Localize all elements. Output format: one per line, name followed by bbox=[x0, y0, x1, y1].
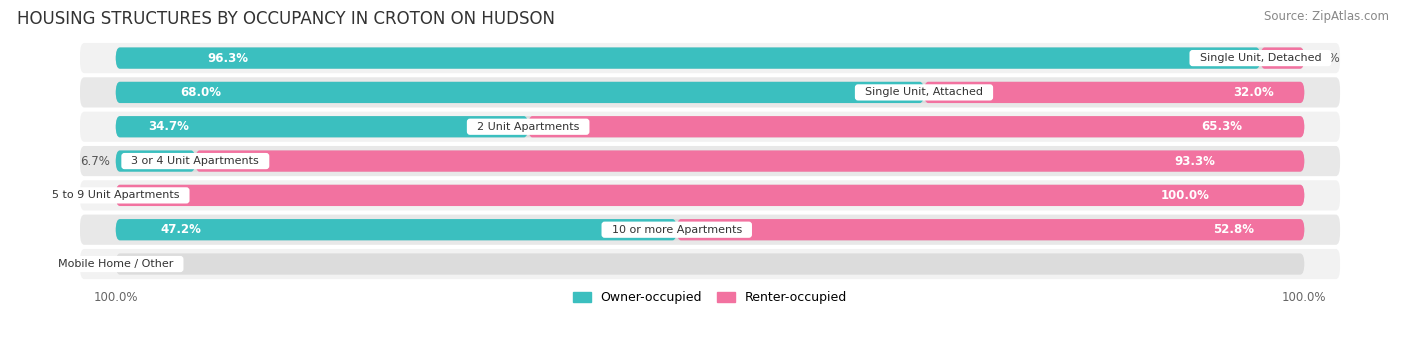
Text: 65.3%: 65.3% bbox=[1201, 120, 1243, 133]
Text: 68.0%: 68.0% bbox=[180, 86, 221, 99]
Text: 100.0%: 100.0% bbox=[93, 291, 138, 304]
Text: 0.0%: 0.0% bbox=[122, 257, 152, 270]
Text: 32.0%: 32.0% bbox=[1233, 86, 1274, 99]
Text: 6.7%: 6.7% bbox=[80, 154, 110, 167]
Text: 47.2%: 47.2% bbox=[160, 223, 201, 236]
FancyBboxPatch shape bbox=[115, 150, 1305, 172]
Text: 100.0%: 100.0% bbox=[1282, 291, 1327, 304]
FancyBboxPatch shape bbox=[195, 150, 1305, 172]
FancyBboxPatch shape bbox=[80, 180, 1340, 210]
Text: 34.7%: 34.7% bbox=[149, 120, 190, 133]
FancyBboxPatch shape bbox=[80, 43, 1340, 73]
Text: 3.7%: 3.7% bbox=[1310, 51, 1340, 64]
FancyBboxPatch shape bbox=[529, 116, 1305, 137]
FancyBboxPatch shape bbox=[1260, 47, 1305, 69]
FancyBboxPatch shape bbox=[80, 146, 1340, 176]
Text: 96.3%: 96.3% bbox=[207, 51, 249, 64]
Text: 0.0%: 0.0% bbox=[80, 189, 110, 202]
FancyBboxPatch shape bbox=[115, 116, 529, 137]
FancyBboxPatch shape bbox=[115, 219, 1305, 240]
FancyBboxPatch shape bbox=[924, 82, 1305, 103]
FancyBboxPatch shape bbox=[80, 112, 1340, 142]
FancyBboxPatch shape bbox=[115, 82, 1305, 103]
FancyBboxPatch shape bbox=[115, 150, 195, 172]
FancyBboxPatch shape bbox=[115, 185, 1305, 206]
Text: 3 or 4 Unit Apartments: 3 or 4 Unit Apartments bbox=[125, 156, 266, 166]
Text: Mobile Home / Other: Mobile Home / Other bbox=[51, 259, 180, 269]
Text: 100.0%: 100.0% bbox=[1160, 189, 1209, 202]
Text: Single Unit, Detached: Single Unit, Detached bbox=[1192, 53, 1329, 63]
Text: Single Unit, Attached: Single Unit, Attached bbox=[858, 87, 990, 98]
Legend: Owner-occupied, Renter-occupied: Owner-occupied, Renter-occupied bbox=[568, 286, 852, 309]
FancyBboxPatch shape bbox=[115, 47, 1305, 69]
Text: 93.3%: 93.3% bbox=[1175, 154, 1216, 167]
FancyBboxPatch shape bbox=[80, 249, 1340, 279]
Text: 10 or more Apartments: 10 or more Apartments bbox=[605, 225, 749, 235]
FancyBboxPatch shape bbox=[115, 82, 924, 103]
FancyBboxPatch shape bbox=[676, 219, 1305, 240]
Text: 5 to 9 Unit Apartments: 5 to 9 Unit Apartments bbox=[45, 190, 187, 201]
FancyBboxPatch shape bbox=[115, 47, 1260, 69]
FancyBboxPatch shape bbox=[115, 185, 1305, 206]
Text: 0.0%: 0.0% bbox=[80, 257, 110, 270]
FancyBboxPatch shape bbox=[115, 116, 1305, 137]
FancyBboxPatch shape bbox=[115, 219, 676, 240]
Text: 52.8%: 52.8% bbox=[1213, 223, 1254, 236]
FancyBboxPatch shape bbox=[80, 77, 1340, 107]
FancyBboxPatch shape bbox=[115, 253, 1305, 275]
FancyBboxPatch shape bbox=[80, 214, 1340, 245]
Text: HOUSING STRUCTURES BY OCCUPANCY IN CROTON ON HUDSON: HOUSING STRUCTURES BY OCCUPANCY IN CROTO… bbox=[17, 10, 555, 28]
Text: Source: ZipAtlas.com: Source: ZipAtlas.com bbox=[1264, 10, 1389, 23]
Text: 2 Unit Apartments: 2 Unit Apartments bbox=[470, 122, 586, 132]
